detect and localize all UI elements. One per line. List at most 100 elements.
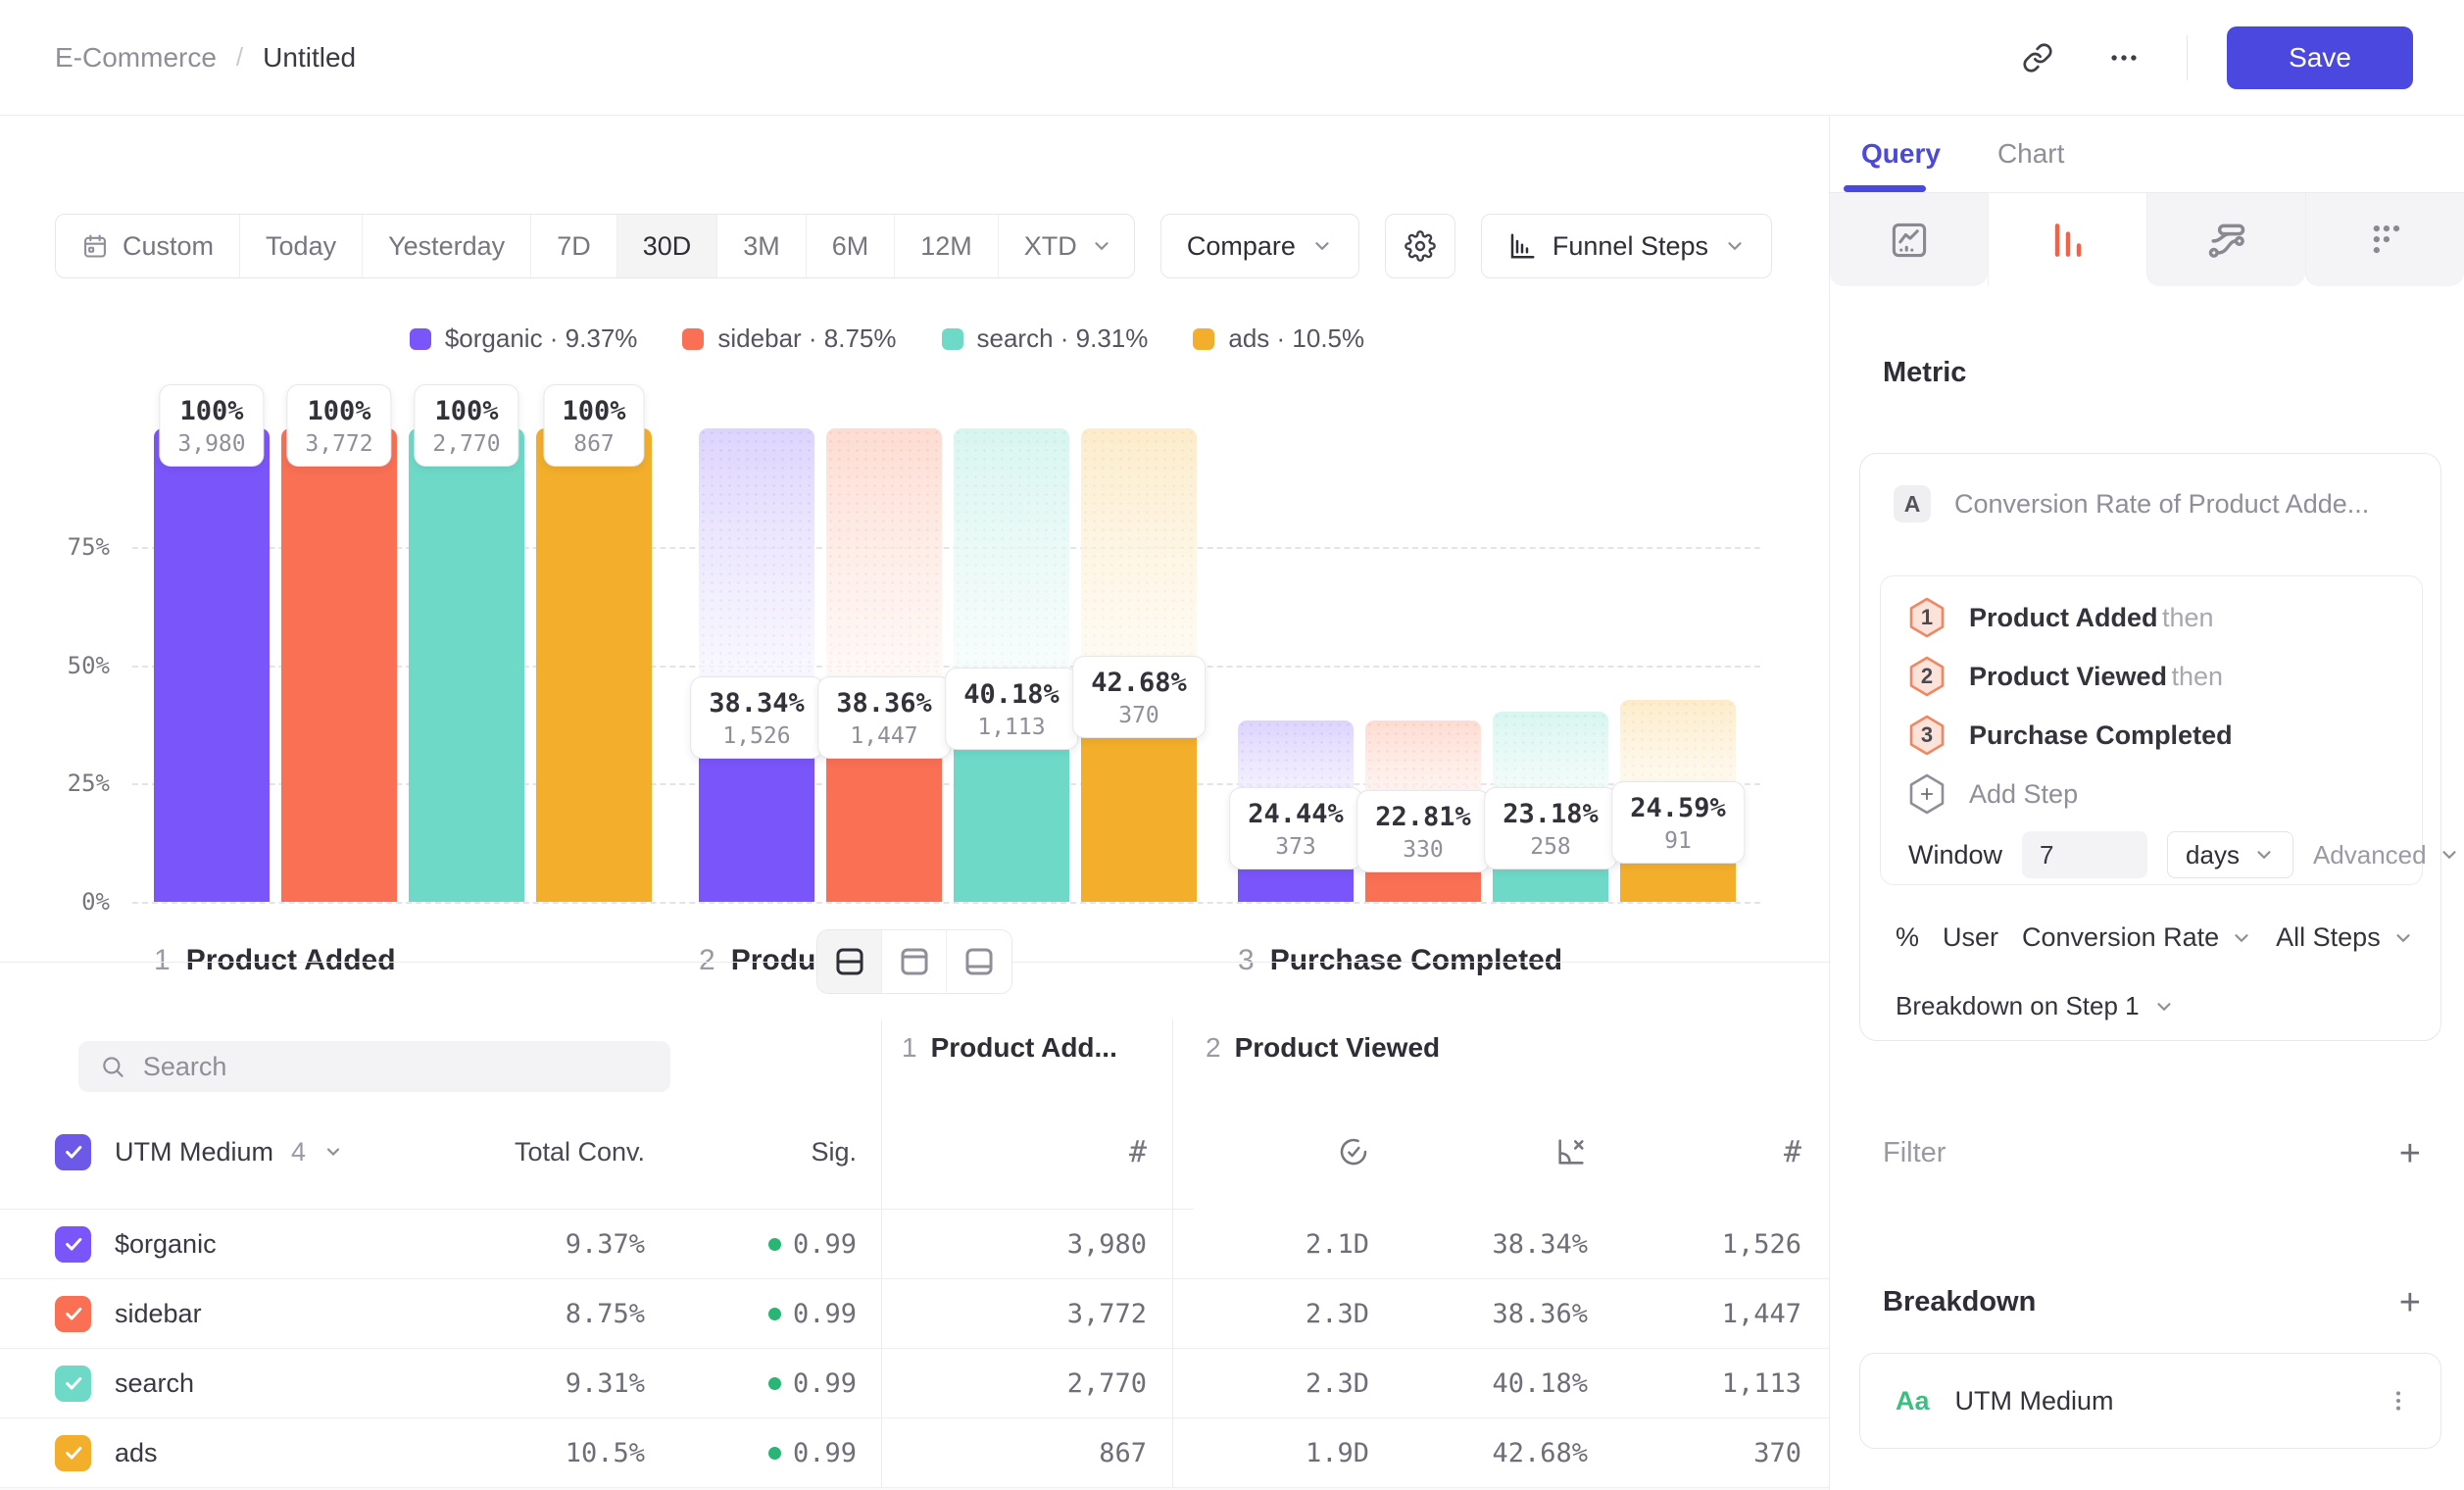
window-unit-dropdown[interactable]: days <box>2167 831 2293 878</box>
bar-count: 1,526 <box>709 721 805 751</box>
table-header-row: UTM Medium 4 Total Conv. Sig. # # <box>55 1118 1825 1186</box>
view-mode-button[interactable]: Funnel Steps <box>1481 214 1772 278</box>
row-name: search <box>115 1368 194 1399</box>
row-checkbox[interactable] <box>55 1296 91 1332</box>
chart-pane: CustomTodayYesterday 7D 30D 3M 6M 12MXTD Comp… <box>0 116 1829 1490</box>
group-step-label[interactable]: Product Add... <box>931 1032 1117 1064</box>
step-number: 1 <box>154 944 171 977</box>
chart-settings-button[interactable] <box>1385 214 1455 278</box>
compare-button[interactable]: Compare <box>1160 214 1359 278</box>
add-step-label: Add Step <box>1969 779 2078 810</box>
funnel-bar-search-step1[interactable] <box>409 428 524 902</box>
add-breakdown-button[interactable]: + <box>2399 1288 2421 1317</box>
date-range-7d[interactable]: 7D <box>531 215 617 277</box>
layout-chart-only-icon[interactable] <box>882 930 947 993</box>
legend-item-sidebar[interactable]: sidebar · 8.75% <box>682 323 896 354</box>
breadcrumb-current[interactable]: Untitled <box>263 42 356 74</box>
query-step-2[interactable]: 2Product Viewed then <box>1908 647 2422 706</box>
count-column-header[interactable]: # <box>881 1135 1172 1169</box>
chart-type-flow-icon[interactable] <box>2146 193 2305 286</box>
legend-item-ads[interactable]: ads · 10.5% <box>1193 323 1364 354</box>
query-step-name[interactable]: Product Added <box>1969 603 2158 632</box>
sig-header[interactable]: Sig. <box>645 1137 857 1167</box>
date-range-label: 3M <box>743 231 780 262</box>
measure-prefix[interactable]: % <box>1896 922 1919 953</box>
breakdown-property-label: UTM Medium <box>1955 1386 2360 1416</box>
breadcrumb-separator: / <box>236 42 243 73</box>
chart-type-funnel-icon[interactable] <box>1988 193 2146 286</box>
legend-swatch <box>682 328 704 350</box>
table-row-search[interactable]: search9.31%0.992,7702.3D40.18%1,113 <box>0 1349 1829 1418</box>
layout-split-icon[interactable] <box>817 930 882 993</box>
measure-row: % User Conversion Rate All Steps <box>1896 922 2414 953</box>
date-range-label: 7D <box>557 231 591 262</box>
query-step-name[interactable]: Purchase Completed <box>1969 720 2233 750</box>
bar-pct: 42.68% <box>1091 666 1187 701</box>
top-actions: Save <box>2014 26 2464 89</box>
date-range-3m[interactable]: 3M <box>717 215 807 277</box>
save-button[interactable]: Save <box>2227 26 2413 89</box>
advanced-dropdown[interactable]: Advanced <box>2313 840 2460 870</box>
query-step-3[interactable]: 3Purchase Completed <box>1908 706 2422 765</box>
row-checkbox[interactable] <box>55 1226 91 1263</box>
row-checkbox[interactable] <box>55 1366 91 1402</box>
date-range-custom[interactable]: Custom <box>56 215 240 277</box>
row-checkbox[interactable] <box>55 1435 91 1471</box>
breakdown-on-step-label: Breakdown on Step 1 <box>1896 991 2140 1021</box>
gridline-0 <box>132 902 1760 904</box>
tab-query[interactable]: Query <box>1861 138 1941 170</box>
metric-title-row[interactable]: A Conversion Rate of Product Adde... <box>1894 485 2411 522</box>
row-sig: 0.99 <box>645 1299 857 1329</box>
chevron-down-icon <box>1091 235 1112 257</box>
tab-chart[interactable]: Chart <box>1997 138 2064 170</box>
avg-time-column-header[interactable] <box>1172 1136 1369 1167</box>
legend-item-search[interactable]: search · 9.31% <box>942 323 1149 354</box>
share-link-icon[interactable] <box>2014 34 2061 81</box>
breakdown-column-header[interactable]: UTM Medium 4 <box>115 1137 343 1167</box>
total-conv-header[interactable]: Total Conv. <box>470 1137 645 1167</box>
kebab-menu-icon[interactable] <box>2386 1388 2411 1414</box>
breakdown-item-card[interactable]: Aa UTM Medium <box>1859 1353 2441 1449</box>
date-range-yesterday[interactable]: Yesterday <box>363 215 531 277</box>
date-range-today[interactable]: Today <box>240 215 363 277</box>
bar-pct: 40.18% <box>963 677 1060 713</box>
funnel-bar-ads-step1[interactable] <box>536 428 652 902</box>
chevron-down-icon <box>2253 844 2275 866</box>
breadcrumb-project[interactable]: E-Commerce <box>55 42 217 74</box>
breakdown-on-step-dropdown[interactable]: Breakdown on Step 1 <box>1896 991 2175 1021</box>
legend-item-organic[interactable]: $organic · 9.37% <box>410 323 638 354</box>
measure-metric-dropdown[interactable]: Conversion Rate <box>2022 922 2252 953</box>
count2-column-header[interactable]: # <box>1588 1135 1825 1169</box>
window-value-input[interactable] <box>2022 831 2147 878</box>
more-menu-icon[interactable] <box>2100 34 2147 81</box>
date-range-label: 6M <box>832 231 869 262</box>
add-filter-button[interactable]: + <box>2399 1139 2421 1168</box>
table-row-sidebar[interactable]: sidebar8.75%0.993,7722.3D38.36%1,447 <box>0 1279 1829 1349</box>
table-group-step1: 1 Product Add... <box>902 1032 1117 1064</box>
funnel-bar-sidebar-step1[interactable] <box>281 428 397 902</box>
select-all-checkbox[interactable] <box>55 1134 91 1170</box>
measure-steps-dropdown[interactable]: All Steps <box>2276 922 2414 953</box>
date-range-xtd[interactable]: XTD <box>999 215 1135 277</box>
table-row-organic[interactable]: $organic9.37%0.993,9802.1D38.34%1,526 <box>0 1210 1829 1279</box>
date-range-30d[interactable]: 30D <box>617 215 718 277</box>
row-step2-time: 2.3D <box>1172 1299 1369 1329</box>
query-step-1[interactable]: 1Product Added then <box>1908 588 2422 647</box>
conversion-column-header[interactable] <box>1369 1135 1588 1168</box>
search-input[interactable] <box>143 1052 649 1082</box>
group-step-label[interactable]: Product Viewed <box>1235 1032 1441 1064</box>
chart-type-line-icon[interactable] <box>1830 193 1988 286</box>
table-row-ads[interactable]: ads10.5%0.998671.9D42.68%370 <box>0 1418 1829 1488</box>
add-step-button[interactable]: Add Step <box>1908 765 2422 823</box>
date-range-12m[interactable]: 12M <box>895 215 999 277</box>
date-range-6m[interactable]: 6M <box>807 215 896 277</box>
bar-pct: 100% <box>305 394 372 429</box>
sig-dot-icon <box>768 1447 781 1460</box>
layout-table-only-icon[interactable] <box>947 930 1011 993</box>
query-step-name[interactable]: Product Viewed <box>1969 662 2167 691</box>
chart-type-grid-icon[interactable] <box>2305 193 2464 286</box>
chevron-down-icon <box>1311 235 1333 257</box>
measure-user[interactable]: User <box>1943 922 1998 953</box>
funnel-bar-organic-step1[interactable] <box>154 428 270 902</box>
row-name: sidebar <box>115 1299 202 1329</box>
